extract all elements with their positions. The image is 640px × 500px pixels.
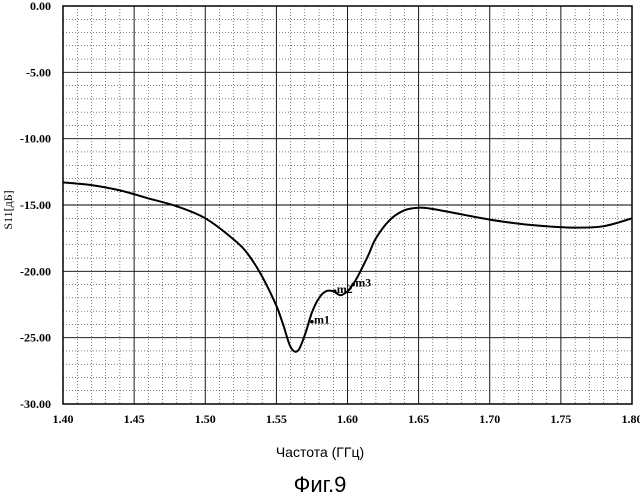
x-tick-label: 1.70: [479, 412, 500, 426]
figure-caption: Фиг.9: [0, 472, 640, 498]
y-tick-label: -15.00: [20, 198, 51, 212]
marker-label-m3: m3: [355, 276, 371, 290]
x-tick-label: 1.80: [622, 412, 640, 426]
s11-chart: 0.00-5.00-10.00-15.00-20.00-25.00-30.00 …: [0, 0, 640, 500]
y-tick-label: 0.00: [30, 0, 51, 13]
x-tick-label: 1.75: [550, 412, 571, 426]
x-tick-label: 1.65: [408, 412, 429, 426]
grid-major-lines: [63, 6, 632, 404]
y-tick-label: -10.00: [20, 132, 51, 146]
marker-labels: m1 m2m3: [310, 276, 371, 327]
x-tick-label: 1.45: [124, 412, 145, 426]
y-tick-label: -20.00: [20, 264, 51, 278]
y-axis-label: S11[дБ]: [1, 190, 15, 229]
x-axis-label: Частота (ГГц): [0, 444, 640, 460]
y-tick-label: -25.00: [20, 331, 51, 345]
y-tick-labels: 0.00 -5.00 -10.00 -15.00 -20.00 -25.00 -30.00: [20, 0, 51, 411]
x-tick-labels: 1.40 1.45 1.50 1.55 1.60 1.65 1.70 1.75 1.80: [53, 412, 640, 426]
x-tick-label: 1.40: [53, 412, 74, 426]
x-tick-label: 1.60: [337, 412, 358, 426]
marker-label-m1: m1: [314, 313, 330, 327]
y-tick-label: -5.00: [26, 65, 51, 79]
x-tick-label: 1.50: [195, 412, 216, 426]
marker-label-m2: m2: [337, 282, 353, 296]
y-tick-label: -30.00: [20, 397, 51, 411]
x-tick-label: 1.55: [266, 412, 287, 426]
